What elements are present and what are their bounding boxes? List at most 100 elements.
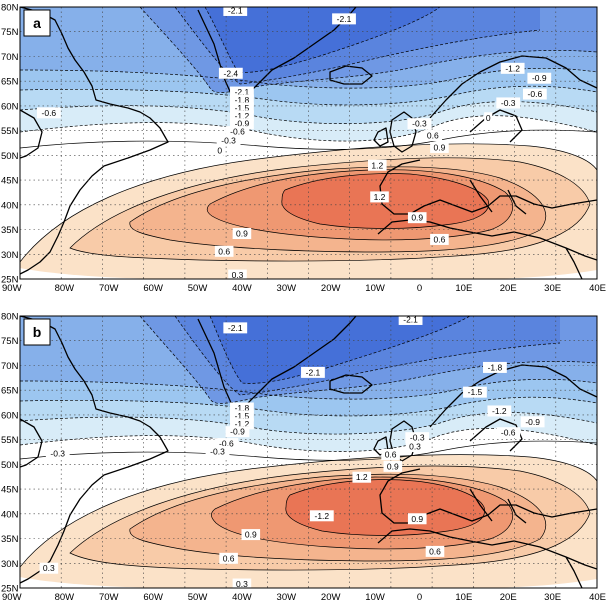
contour-label-text: 1.2 xyxy=(374,192,386,202)
contour-label-text: 1.2 xyxy=(371,160,383,170)
contour-label: -1.8 xyxy=(483,361,507,373)
coast-north-america xyxy=(20,7,169,275)
coast-iceland xyxy=(329,65,373,85)
contour-label-text: -0.6 xyxy=(230,127,245,137)
coast-scandinavia xyxy=(429,55,597,143)
contour-label: -1.2 xyxy=(309,510,334,522)
latitude-tick-label: 60N xyxy=(1,101,19,112)
contour-label: 0 xyxy=(484,112,493,124)
longitude-tick-label: 40W xyxy=(232,283,252,294)
contour-label: -2.4 xyxy=(218,67,243,79)
contour-label-bg xyxy=(36,107,61,119)
contour-label: -1.2 xyxy=(230,110,254,122)
latitude-tick-label: 40N xyxy=(1,200,19,211)
contour-label-bg xyxy=(228,269,247,279)
contour-label-bg xyxy=(430,141,449,153)
contour-label-text: -2.1 xyxy=(306,367,321,377)
coast-italy-greece xyxy=(469,179,527,215)
contour-label-bg xyxy=(215,144,224,156)
contour-label: 0.9 xyxy=(383,460,403,472)
contour-label-text: -0.9 xyxy=(230,427,245,437)
contour-label-text: -1.5 xyxy=(235,103,250,113)
longitude-tick-label: 50W xyxy=(188,592,208,603)
contour-label: -0.3 xyxy=(405,432,430,444)
contour-label-text: -2.1 xyxy=(235,87,250,97)
latitude-tick-label: 30N xyxy=(1,559,19,570)
contour-label-text: -0.6 xyxy=(42,108,57,118)
longitude-tick-label: 20E xyxy=(500,592,517,603)
contour-label: 0.3 xyxy=(405,441,425,453)
contour-label-text: -2.1 xyxy=(228,5,243,15)
latitude-tick-label: 45N xyxy=(1,485,19,496)
contour-label-text: 0.6 xyxy=(223,553,235,563)
contour-label: 0.3 xyxy=(228,269,247,279)
longitude-tick-label: 30W xyxy=(277,592,297,603)
contour-label: -2.1 xyxy=(230,86,254,98)
contour-label-bg xyxy=(309,510,334,522)
contour-label: 0 xyxy=(215,144,224,156)
contour-label: -1.5 xyxy=(463,386,487,398)
coast-italy-greece xyxy=(469,488,527,524)
contour-label-bg xyxy=(230,86,254,98)
contour-label: -2.1 xyxy=(223,5,248,16)
contour-label: 0.6 xyxy=(219,552,238,564)
longitude-tick-label: 40W xyxy=(232,592,252,603)
map-panel-b: -2.1-2.1-2.1-1.8-1.5-1.2-0.9-0.6-0.3-0.3… xyxy=(1,312,606,604)
contour-label-text: 0.9 xyxy=(387,461,399,471)
contour-label-text: 0 xyxy=(217,145,222,155)
contour-label-text: -2.1 xyxy=(403,314,418,324)
contour-label-text: -2.1 xyxy=(337,14,352,24)
contour-label-text: 0.9 xyxy=(245,530,257,540)
contour-label: 0.6 xyxy=(425,545,445,557)
contour-label-bg xyxy=(487,405,512,417)
latitude-ticks-b: 80N 75N 70N 65N 60N 55N 50N 45N 40N 35N 30N 25N xyxy=(1,312,19,595)
contour-label-bg xyxy=(383,460,403,472)
contour-label-bg xyxy=(214,438,239,450)
contour-label-text: -0.3 xyxy=(410,433,425,443)
contour-label-bg xyxy=(232,578,252,588)
contour-label-bg xyxy=(370,191,389,203)
coast-nile-red-sea xyxy=(565,247,583,279)
longitude-tick-label: 70W xyxy=(99,283,119,294)
contour-label: -0.9 xyxy=(520,416,545,428)
contour-label: 0.6 xyxy=(214,245,234,257)
contour-label-bg xyxy=(232,228,252,240)
contour-label-bg xyxy=(522,88,547,100)
contour-label-bg xyxy=(367,159,387,171)
longitude-tick-label: 80W xyxy=(55,283,75,294)
longitude-tick-label: 90W xyxy=(2,283,22,294)
contour-label: 0.3 xyxy=(232,578,252,588)
contour-label-bg xyxy=(484,112,493,124)
contour-label: -0.3 xyxy=(407,118,432,130)
contour-label: -2.1 xyxy=(301,366,325,378)
latitude-tick-label: 35N xyxy=(1,225,19,236)
contour-label-bg xyxy=(205,446,230,458)
contour-label-bg xyxy=(332,13,356,25)
longitude-tick-label: 30W xyxy=(277,283,297,294)
contour-label-text: -1.8 xyxy=(488,362,503,372)
contour-label: 1.2 xyxy=(367,159,387,171)
contour-label: 0.9 xyxy=(232,228,252,240)
longitude-tick-label: 10E xyxy=(455,283,472,294)
contour-label: 0.9 xyxy=(407,212,427,224)
latitude-tick-label: 60N xyxy=(1,410,19,421)
panel-label: b xyxy=(33,324,42,340)
contour-label-bg xyxy=(223,322,248,334)
coastlines xyxy=(20,316,597,588)
longitude-tick-label: 0 xyxy=(417,592,422,603)
longitude-tick-label: 40E xyxy=(589,592,606,603)
contour-label-bg xyxy=(463,386,487,398)
latitude-tick-label: 80N xyxy=(1,3,19,14)
contour-label-text: 0.6 xyxy=(218,246,230,256)
contour-label-text: 0.9 xyxy=(411,514,423,524)
panel-label-box: a xyxy=(23,9,51,37)
contour-label: -0.6 xyxy=(214,438,239,450)
contour-label-text: -0.3 xyxy=(50,448,65,458)
contour-label-text: -1.2 xyxy=(314,511,329,521)
coast-iberia-europe xyxy=(379,159,597,215)
latitude-tick-label: 40N xyxy=(1,509,19,520)
coast-north-africa xyxy=(377,219,597,261)
latitude-tick-label: 30N xyxy=(1,250,19,261)
contour-label-text: -0.3 xyxy=(501,98,516,108)
contour-label-text: -0.3 xyxy=(412,119,427,129)
